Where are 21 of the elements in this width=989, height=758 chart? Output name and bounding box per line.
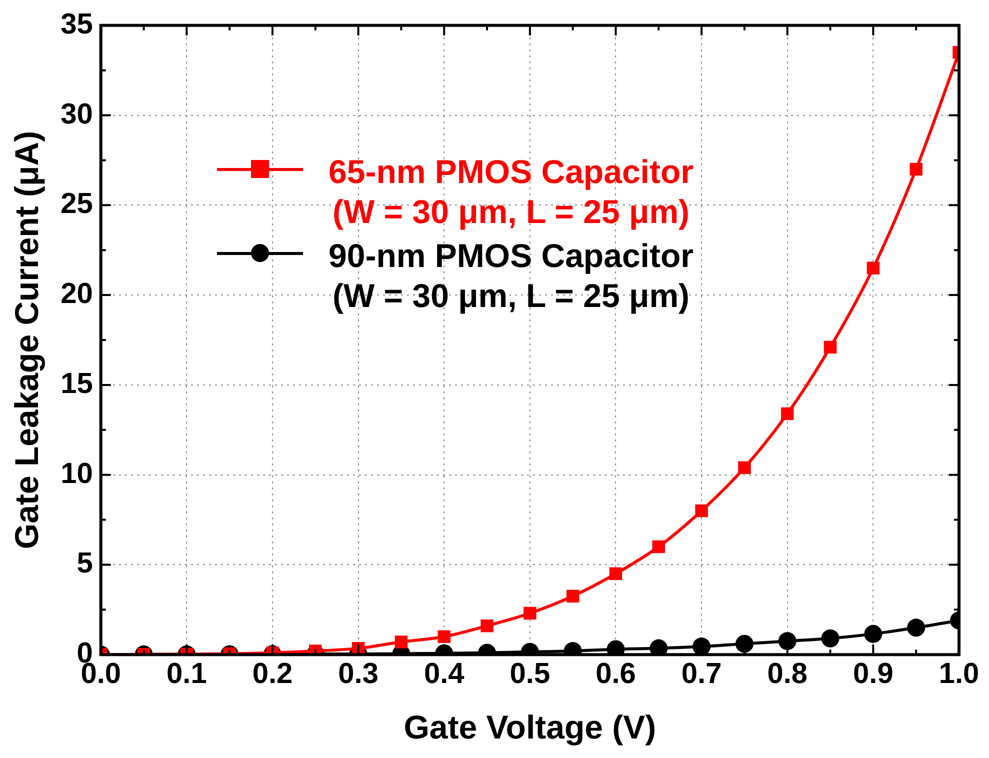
x-tick-label: 0.2 — [252, 658, 293, 690]
y-tick-label: 25 — [60, 188, 93, 220]
x-axis-title: Gate Voltage (V) — [404, 708, 656, 746]
y-tick-label: 35 — [60, 8, 93, 40]
x-tick-label: 0.9 — [853, 658, 894, 690]
x-tick-label: 1.0 — [938, 658, 980, 690]
x-tick-label: 0.1 — [166, 658, 207, 690]
y-tick-label: 10 — [60, 458, 93, 490]
y-tick-label: 15 — [60, 368, 93, 400]
x-tick-label: 0.7 — [681, 658, 722, 690]
x-tick-label: 0.3 — [338, 658, 378, 690]
y-tick-label: 5 — [76, 548, 93, 580]
y-tick-label: 20 — [60, 278, 93, 310]
x-tick-label: 0.5 — [510, 658, 550, 690]
legend-label: 90-nm PMOS Capacitor (W = 30 μm, L = 25 μm) — [328, 236, 694, 316]
legend-label: 65-nm PMOS Capacitor (W = 30 μm, L = 25 μm) — [328, 152, 694, 232]
y-axis-title: Gate Leakage Current (μA) — [8, 130, 45, 550]
x-tick-label: 0.8 — [767, 658, 808, 690]
x-tick-label: 0.6 — [596, 658, 636, 690]
y-tick-label: 30 — [60, 98, 93, 130]
x-tick-label: 0.4 — [424, 658, 464, 690]
